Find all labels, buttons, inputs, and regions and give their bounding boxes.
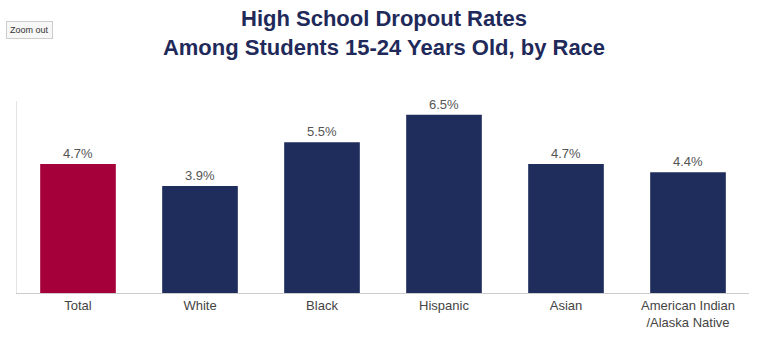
svg-text:Asian: Asian xyxy=(550,298,583,313)
svg-text:Black: Black xyxy=(306,298,338,313)
svg-text:Hispanic: Hispanic xyxy=(419,298,469,313)
svg-text:6.5%: 6.5% xyxy=(429,97,459,112)
svg-text:Zoom out: Zoom out xyxy=(10,25,49,35)
svg-text:4.7%: 4.7% xyxy=(63,146,93,161)
svg-text:High School Dropout RatesAmong: High School Dropout RatesAmong Students … xyxy=(163,6,605,60)
svg-text:4.4%: 4.4% xyxy=(673,154,703,169)
svg-text:3.9%: 3.9% xyxy=(185,168,215,183)
svg-text:Total: Total xyxy=(64,298,92,313)
svg-text:5.5%: 5.5% xyxy=(307,124,337,139)
svg-text:White: White xyxy=(183,298,216,313)
svg-text:4.7%: 4.7% xyxy=(551,146,581,161)
svg-text:American Indian/Alaska Native: American Indian/Alaska Native xyxy=(641,298,735,330)
